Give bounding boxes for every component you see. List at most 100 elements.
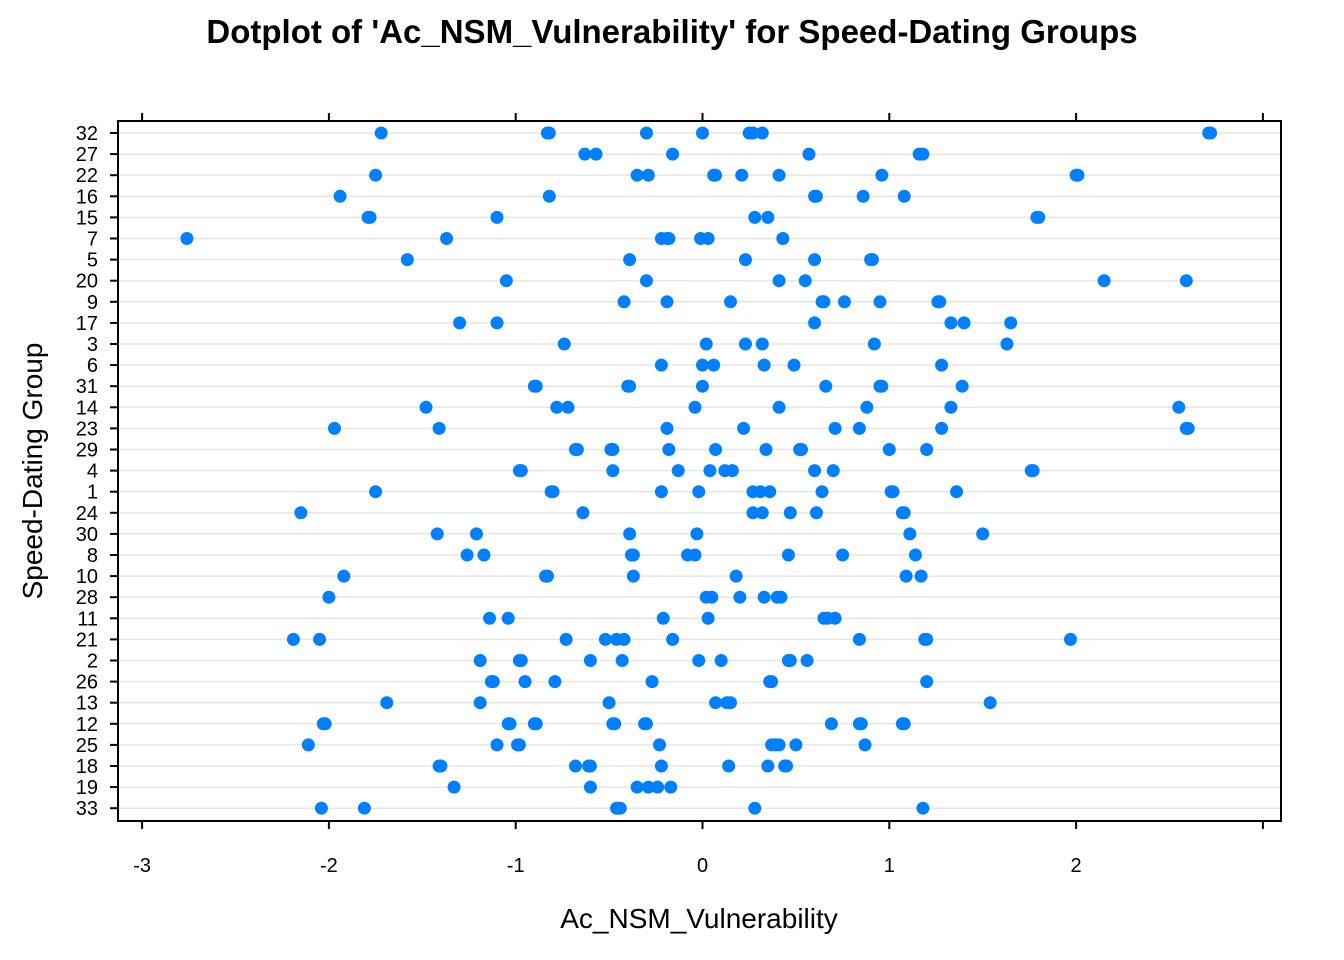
data-point — [757, 358, 771, 372]
data-point — [772, 274, 786, 288]
data-point — [724, 696, 738, 710]
data-point — [654, 759, 668, 773]
data-point — [1000, 337, 1014, 351]
data-point — [548, 675, 562, 689]
data-point — [815, 485, 829, 499]
y-tick-label: 28 — [76, 587, 98, 609]
data-point — [400, 253, 414, 267]
data-point — [808, 253, 822, 267]
data-point — [944, 400, 958, 414]
data-point — [419, 400, 433, 414]
data-point — [837, 295, 851, 309]
data-point — [748, 801, 762, 815]
data-point — [738, 253, 752, 267]
data-point — [765, 675, 779, 689]
data-point — [490, 210, 504, 224]
x-axis-label: Ac_NSM_Vulnerability — [560, 903, 838, 934]
data-point — [882, 443, 896, 456]
data-point — [447, 780, 461, 794]
data-point — [755, 506, 769, 520]
data-point — [738, 337, 752, 351]
data-point — [1097, 274, 1111, 288]
data-point — [920, 443, 934, 456]
data-point — [542, 189, 556, 203]
y-tick-label: 16 — [76, 186, 98, 208]
data-point — [630, 780, 644, 794]
data-point — [1179, 274, 1193, 288]
data-point — [944, 316, 958, 330]
data-point — [688, 400, 702, 414]
data-point — [696, 126, 709, 140]
x-tick-label: 0 — [697, 855, 708, 877]
data-point — [916, 801, 930, 815]
data-point — [709, 443, 723, 456]
data-point — [546, 485, 560, 499]
y-tick-label: 4 — [87, 461, 98, 483]
y-tick-label: 1 — [87, 482, 98, 504]
data-point — [328, 421, 342, 435]
data-point — [380, 696, 394, 710]
data-point — [369, 168, 383, 182]
data-point — [1172, 400, 1186, 414]
axis-ticks: -3 -2 -1 0 1 2 — [110, 113, 1264, 877]
chart-title: Dotplot of 'Ac_NSM_Vulnerability' for Sp… — [206, 13, 1137, 50]
data-point — [692, 485, 706, 499]
data-point — [651, 780, 665, 794]
data-point — [920, 675, 934, 689]
data-point — [639, 274, 653, 288]
data-point — [639, 717, 653, 731]
data-point — [854, 717, 868, 731]
data-point — [529, 379, 543, 393]
data-point — [501, 611, 515, 625]
data-point — [598, 632, 612, 646]
data-point — [654, 358, 668, 372]
data-point — [589, 147, 603, 161]
data-point — [914, 569, 928, 583]
data-point — [662, 232, 676, 245]
data-point — [615, 654, 629, 667]
data-point — [780, 759, 794, 773]
data-point — [735, 168, 749, 182]
y-tick-label: 29 — [76, 440, 98, 462]
data-point — [653, 738, 667, 752]
data-point — [294, 506, 308, 520]
y-tick-label: 11 — [77, 608, 98, 630]
data-point — [899, 569, 913, 583]
data-point — [757, 590, 771, 604]
data-point — [852, 632, 866, 646]
data-point — [761, 210, 775, 224]
data-point — [286, 632, 300, 646]
y-tick-label: 3 — [87, 334, 98, 356]
y-tick-label: 19 — [76, 777, 98, 799]
data-point — [696, 358, 709, 372]
y-tick-label: 33 — [76, 798, 98, 820]
y-tick-label: 2 — [87, 651, 98, 673]
y-tick-label: 32 — [76, 123, 98, 145]
data-point — [722, 759, 736, 773]
data-point — [860, 400, 874, 414]
y-tick-label: 5 — [87, 250, 98, 272]
y-tick-label: 27 — [76, 144, 98, 166]
data-point — [802, 147, 816, 161]
data-point — [808, 316, 822, 330]
data-point — [602, 696, 616, 710]
y-tick-label: 20 — [76, 271, 98, 293]
data-point — [434, 759, 448, 773]
y-tick-label: 13 — [76, 693, 98, 715]
data-point — [617, 295, 631, 309]
data-point — [363, 210, 377, 224]
data-point — [955, 379, 969, 393]
data-point — [800, 654, 814, 667]
data-point — [318, 717, 332, 731]
y-category-labels: 3227221615752091736311423294124308102811… — [76, 123, 98, 820]
data-point — [875, 379, 889, 393]
data-point — [469, 527, 483, 541]
data-point — [809, 506, 823, 520]
data-point — [787, 358, 801, 372]
data-point — [529, 717, 543, 731]
data-point — [641, 168, 655, 182]
data-point — [759, 443, 773, 456]
data-point — [729, 569, 743, 583]
y-tick-label: 23 — [76, 418, 98, 440]
data-point — [699, 337, 713, 351]
